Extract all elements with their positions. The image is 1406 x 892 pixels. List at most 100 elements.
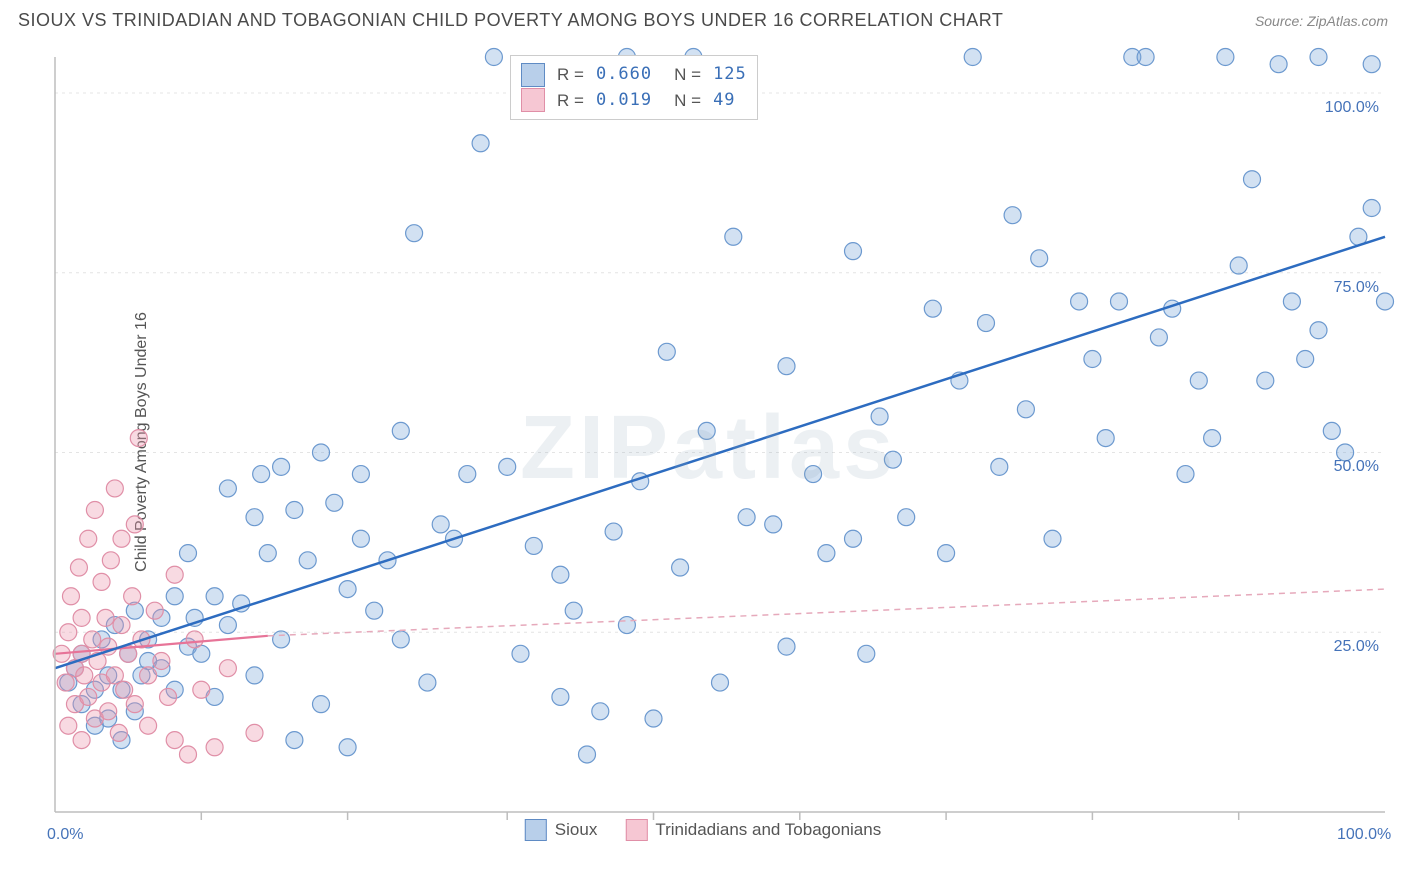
data-point <box>1323 422 1340 439</box>
data-point <box>326 494 343 511</box>
data-point <box>106 480 123 497</box>
y-tick-label: 25.0% <box>1334 638 1379 656</box>
data-point <box>1017 401 1034 418</box>
data-point <box>1217 49 1234 66</box>
data-point <box>459 466 476 483</box>
data-point <box>73 732 90 749</box>
data-point <box>166 732 183 749</box>
data-point <box>246 724 263 741</box>
data-point <box>100 703 117 720</box>
data-point <box>366 602 383 619</box>
data-point <box>126 516 143 533</box>
data-point <box>286 732 303 749</box>
stat-R-value: 0.660 <box>596 62 652 88</box>
chart-title: SIOUX VS TRINIDADIAN AND TOBAGONIAN CHIL… <box>18 10 1003 31</box>
data-point <box>778 358 795 375</box>
data-point <box>1363 200 1380 217</box>
legend-item: Sioux <box>525 819 598 841</box>
data-point <box>472 135 489 152</box>
source-name: ZipAtlas.com <box>1307 13 1388 29</box>
y-tick-label: 100.0% <box>1325 99 1379 117</box>
data-point <box>273 631 290 648</box>
data-point <box>246 667 263 684</box>
data-point <box>1190 372 1207 389</box>
data-point <box>738 509 755 526</box>
source-attr: Source: ZipAtlas.com <box>1255 13 1388 29</box>
stat-R-label: R = <box>557 88 584 114</box>
data-point <box>392 631 409 648</box>
data-point <box>1230 257 1247 274</box>
data-point <box>166 566 183 583</box>
data-point <box>579 746 596 763</box>
data-point <box>206 588 223 605</box>
legend-swatch <box>521 88 545 112</box>
data-point <box>352 530 369 547</box>
data-point <box>672 559 689 576</box>
stat-row: R =0.019N = 49 <box>521 88 747 114</box>
data-point <box>126 696 143 713</box>
data-point <box>1244 171 1261 188</box>
data-point <box>778 638 795 655</box>
legend-swatch <box>525 819 547 841</box>
data-point <box>219 480 236 497</box>
data-point <box>698 422 715 439</box>
data-point <box>313 696 330 713</box>
data-point <box>1310 49 1327 66</box>
data-point <box>871 408 888 425</box>
data-point <box>97 609 114 626</box>
data-point <box>1204 430 1221 447</box>
data-point <box>1257 372 1274 389</box>
data-point <box>432 516 449 533</box>
data-point <box>1297 351 1314 368</box>
data-point <box>352 466 369 483</box>
data-point <box>130 430 147 447</box>
data-point <box>93 573 110 590</box>
data-point <box>1071 293 1088 310</box>
data-point <box>339 739 356 756</box>
data-point <box>645 710 662 727</box>
data-point <box>113 530 130 547</box>
stat-row: R = 0.660 N = 125 <box>521 62 747 88</box>
stat-R-value: 0.019 <box>596 88 652 114</box>
data-point <box>419 674 436 691</box>
stat-N-label: N = <box>674 88 701 114</box>
data-point <box>725 228 742 245</box>
legend-item: Trinidadians and Tobagonians <box>625 819 881 841</box>
data-point <box>339 581 356 598</box>
data-point <box>76 667 93 684</box>
data-point <box>73 609 90 626</box>
data-point <box>1097 430 1114 447</box>
stat-N-value: 125 <box>713 62 747 88</box>
data-point <box>605 523 622 540</box>
data-point <box>259 545 276 562</box>
data-point <box>146 602 163 619</box>
data-point <box>153 653 170 670</box>
title-bar: SIOUX VS TRINIDADIAN AND TOBAGONIAN CHIL… <box>0 0 1406 37</box>
stat-N-label: N = <box>674 62 701 88</box>
data-point <box>286 502 303 519</box>
data-point <box>712 674 729 691</box>
data-point <box>1084 351 1101 368</box>
data-point <box>991 458 1008 475</box>
data-point <box>110 724 127 741</box>
data-point <box>193 681 210 698</box>
scatter-plot <box>0 37 1406 847</box>
data-point <box>140 667 157 684</box>
data-point <box>618 617 635 634</box>
data-point <box>180 746 197 763</box>
data-point <box>140 717 157 734</box>
data-point <box>525 537 542 554</box>
x-tick-label: 100.0% <box>1337 826 1391 844</box>
data-point <box>1363 56 1380 73</box>
stat-R-label: R = <box>557 62 584 88</box>
data-point <box>499 458 516 475</box>
regression-projected <box>268 589 1385 636</box>
data-point <box>565 602 582 619</box>
data-point <box>80 530 97 547</box>
data-point <box>1137 49 1154 66</box>
data-point <box>1004 207 1021 224</box>
data-point <box>219 617 236 634</box>
data-point <box>1310 322 1327 339</box>
data-point <box>313 444 330 461</box>
legend-label: Trinidadians and Tobagonians <box>655 820 881 840</box>
